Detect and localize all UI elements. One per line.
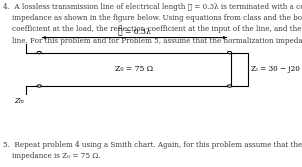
Circle shape [227,51,232,54]
Bar [231,53,248,86]
Circle shape [37,85,41,87]
Text: impedance is Z₀ = 75 Ω.: impedance is Z₀ = 75 Ω. [3,152,101,160]
Text: coefficient at the load, the reflection coefficient at the input of the line, an: coefficient at the load, the reflection … [3,25,302,33]
Text: Zᵢₙ: Zᵢₙ [15,97,24,105]
Text: 4.  A lossless transmission line of electrical length ℓ = 0.3λ is terminated wit: 4. A lossless transmission line of elect… [3,3,302,11]
Text: ℓ = 0.3λ: ℓ = 0.3λ [118,27,151,35]
Text: line. For this problem and for Problem 5, assume that the normalization impedanc: line. For this problem and for Problem 5… [3,37,302,45]
Text: impedance as shown in the figure below. Using equations from class and the book,: impedance as shown in the figure below. … [3,14,302,22]
Text: 5.  Repeat problem 4 using a Smith chart. Again, for this problem assume that th: 5. Repeat problem 4 using a Smith chart.… [3,141,302,149]
Circle shape [37,51,41,54]
Text: Z₀ = 75 Ω: Z₀ = 75 Ω [115,65,153,73]
Circle shape [227,85,232,87]
Text: Zₗ = 30 − j20 Ω: Zₗ = 30 − j20 Ω [251,65,302,73]
